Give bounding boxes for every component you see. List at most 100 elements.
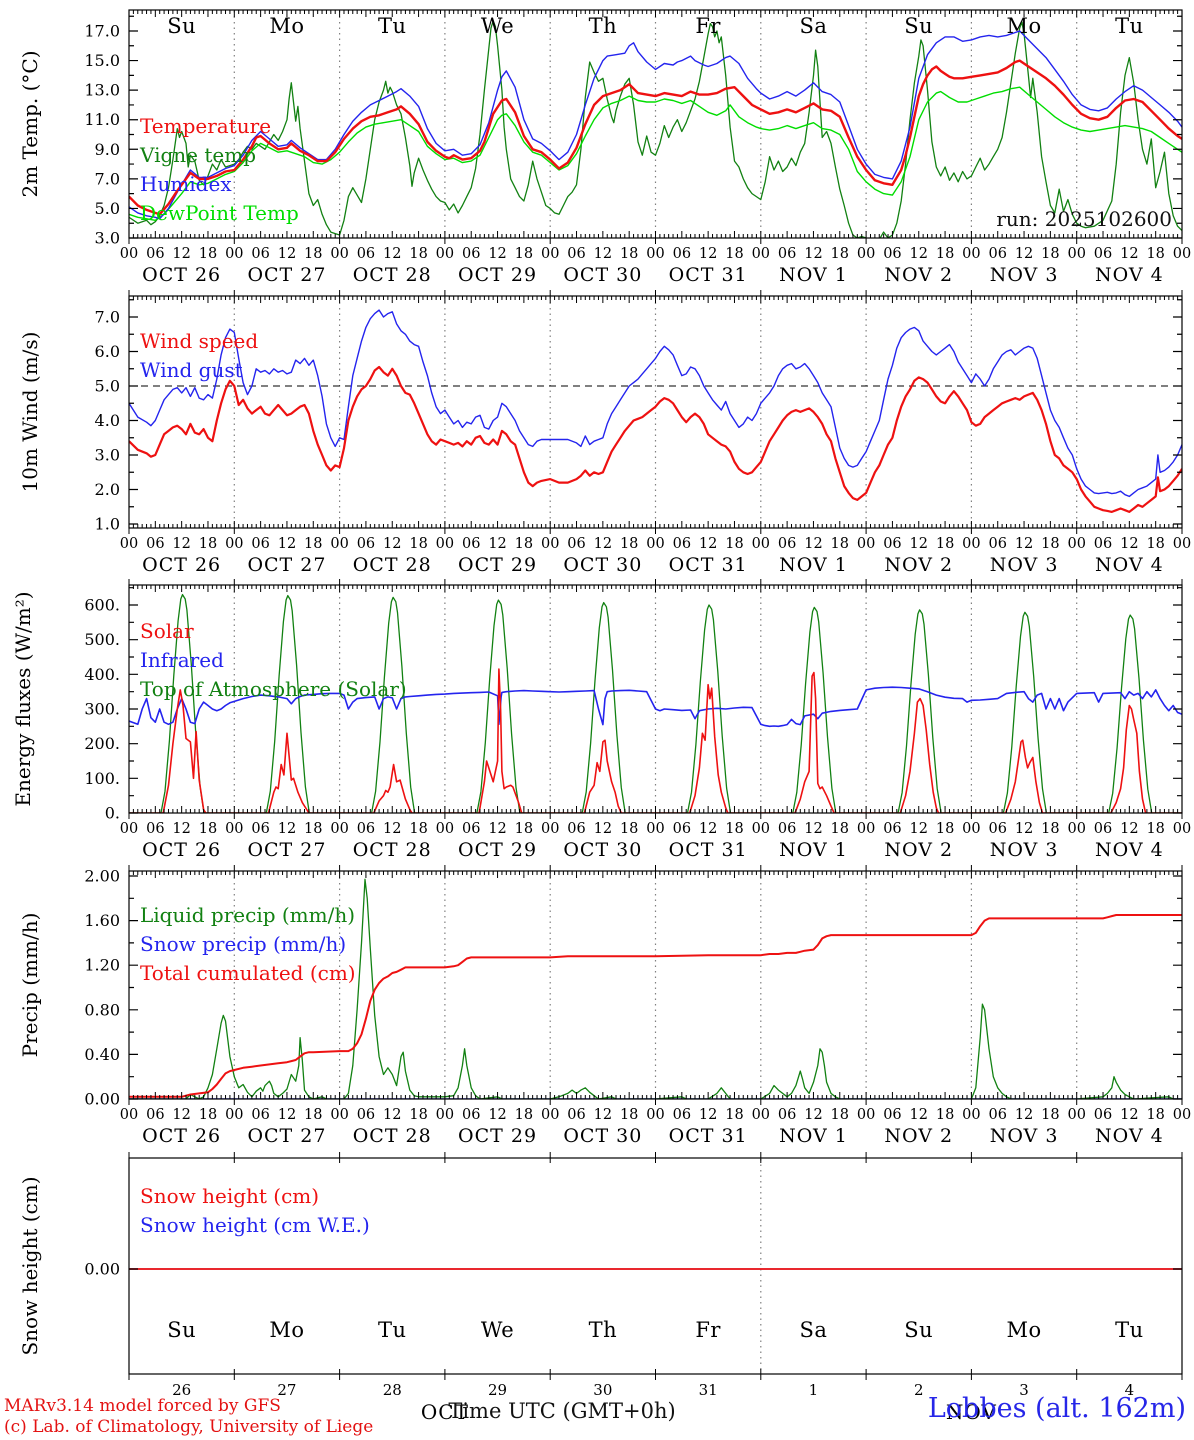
svg-text:12: 12 xyxy=(804,246,822,262)
y-axis-title-wind: 10m Wind (m/s) xyxy=(18,331,42,493)
svg-text:12: 12 xyxy=(383,536,401,552)
svg-text:12: 12 xyxy=(699,1107,717,1123)
svg-text:06: 06 xyxy=(673,246,691,262)
svg-text:400.: 400. xyxy=(84,665,120,684)
svg-text:18: 18 xyxy=(936,1107,954,1123)
svg-text:00: 00 xyxy=(330,1107,348,1123)
svg-text:Th: Th xyxy=(589,14,618,38)
svg-text:We: We xyxy=(481,1318,514,1342)
svg-text:06: 06 xyxy=(988,1107,1006,1123)
svg-text:18: 18 xyxy=(199,1107,217,1123)
svg-text:NOV 1: NOV 1 xyxy=(779,264,848,286)
svg-text:0.00: 0.00 xyxy=(84,1260,120,1279)
date-labels: OCT 26 OCT 27 OCT 28 OCT 29 OCT 30 OCT 31 NOV … xyxy=(142,554,1163,576)
svg-text:18: 18 xyxy=(831,246,849,262)
svg-text:00: 00 xyxy=(857,821,875,837)
svg-text:00: 00 xyxy=(962,1107,980,1123)
svg-text:18: 18 xyxy=(620,821,638,837)
svg-text:300.: 300. xyxy=(84,700,120,719)
svg-text:Th: Th xyxy=(589,1318,618,1342)
footer-time-label: Time UTC (GMT+0h) xyxy=(448,1399,676,1423)
svg-text:06: 06 xyxy=(146,536,164,552)
svg-text:00: 00 xyxy=(1067,536,1085,552)
svg-text:OCT 27: OCT 27 xyxy=(247,839,326,861)
svg-text:06: 06 xyxy=(251,1107,269,1123)
svg-text:600.: 600. xyxy=(84,596,120,615)
svg-text:12: 12 xyxy=(488,821,506,837)
legend-item: Snow height (cm) xyxy=(140,1184,320,1208)
y-ticks xyxy=(129,299,1182,525)
svg-text:00: 00 xyxy=(1067,1107,1085,1123)
svg-text:We: We xyxy=(481,14,514,38)
svg-text:18: 18 xyxy=(515,1107,533,1123)
svg-text:00: 00 xyxy=(646,821,664,837)
svg-text:18: 18 xyxy=(725,246,743,262)
svg-text:NOV 3: NOV 3 xyxy=(990,839,1059,861)
svg-text:OCT 30: OCT 30 xyxy=(563,264,642,286)
svg-text:12: 12 xyxy=(278,536,296,552)
svg-text:06: 06 xyxy=(988,821,1006,837)
svg-text:12: 12 xyxy=(278,246,296,262)
svg-text:12: 12 xyxy=(1015,821,1033,837)
hour-labels: 00 06 12 18 00 06 12 18 00 06 12 18 00 06 12 18 00 06 12 18… xyxy=(120,821,1191,837)
svg-text:06: 06 xyxy=(883,821,901,837)
svg-text:00: 00 xyxy=(646,246,664,262)
svg-text:00: 00 xyxy=(436,246,454,262)
svg-text:18: 18 xyxy=(725,821,743,837)
svg-text:06: 06 xyxy=(357,536,375,552)
svg-text:06: 06 xyxy=(778,1107,796,1123)
legend-item: Total cumulated (cm) xyxy=(140,961,356,985)
svg-text:17.0: 17.0 xyxy=(84,22,120,41)
svg-text:OCT 26: OCT 26 xyxy=(142,554,221,576)
svg-text:00: 00 xyxy=(1067,246,1085,262)
svg-text:12: 12 xyxy=(1015,1107,1033,1123)
day-names-top: Su Mo Tu We Th Fr Sa Su Mo Tu xyxy=(167,14,1143,38)
footer-copyright-line: (c) Lab. of Climatology, University of L… xyxy=(4,1417,374,1437)
svg-text:00: 00 xyxy=(541,1107,559,1123)
svg-text:00: 00 xyxy=(120,821,138,837)
svg-text:18: 18 xyxy=(1146,1107,1164,1123)
svg-text:06: 06 xyxy=(357,1107,375,1123)
svg-text:Su: Su xyxy=(167,14,196,38)
svg-text:00: 00 xyxy=(120,1107,138,1123)
svg-text:Tu: Tu xyxy=(1115,1318,1144,1342)
svg-text:12: 12 xyxy=(594,1107,612,1123)
series-infrared xyxy=(129,686,1182,728)
svg-text:06: 06 xyxy=(251,821,269,837)
svg-text:18: 18 xyxy=(199,821,217,837)
svg-text:OCT 28: OCT 28 xyxy=(353,839,432,861)
svg-text:Su: Su xyxy=(904,14,933,38)
svg-text:00: 00 xyxy=(962,821,980,837)
svg-text:12: 12 xyxy=(804,1107,822,1123)
svg-text:26: 26 xyxy=(172,1381,191,1399)
x-ticks xyxy=(128,579,1183,819)
svg-text:00: 00 xyxy=(857,1107,875,1123)
svg-text:18: 18 xyxy=(515,536,533,552)
y-ticks xyxy=(129,587,1182,814)
svg-text:00: 00 xyxy=(436,1107,454,1123)
legend-item: Temperature xyxy=(140,114,272,138)
svg-text:00: 00 xyxy=(541,536,559,552)
svg-text:06: 06 xyxy=(883,536,901,552)
svg-text:Tu: Tu xyxy=(378,1318,407,1342)
svg-text:12: 12 xyxy=(172,821,190,837)
svg-text:18: 18 xyxy=(936,821,954,837)
svg-text:06: 06 xyxy=(1094,1107,1112,1123)
series-wind-speed xyxy=(129,365,1182,513)
svg-text:06: 06 xyxy=(146,1107,164,1123)
legend-temperature: Temperature Vigne temp Humidex DewPoint Tem… xyxy=(140,112,299,228)
svg-text:31: 31 xyxy=(699,1381,718,1399)
svg-text:OCT 31: OCT 31 xyxy=(669,554,748,576)
svg-text:12: 12 xyxy=(172,536,190,552)
svg-text:Fr: Fr xyxy=(695,14,721,38)
svg-text:NOV: NOV xyxy=(946,1400,997,1424)
svg-text:00: 00 xyxy=(962,536,980,552)
svg-text:1.20: 1.20 xyxy=(84,956,120,975)
svg-text:00: 00 xyxy=(330,536,348,552)
legend-item: Top of Atmosphere (Solar) xyxy=(140,677,407,701)
svg-text:06: 06 xyxy=(462,246,480,262)
svg-text:OCT 29: OCT 29 xyxy=(458,1125,537,1147)
svg-text:1.0: 1.0 xyxy=(95,515,120,534)
y-axis-title-energy: Energy fluxes (W/m²) xyxy=(11,591,35,807)
